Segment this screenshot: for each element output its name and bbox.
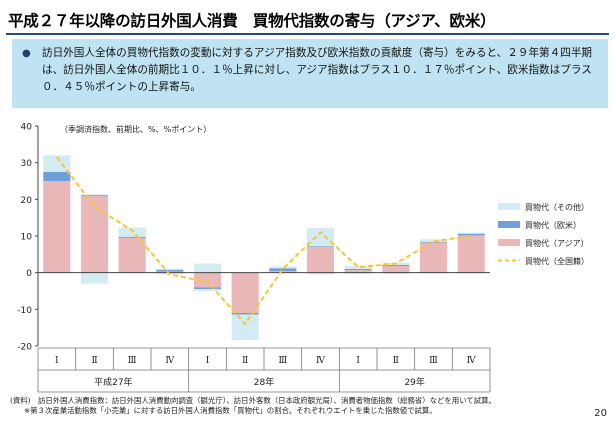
- source-note: (資料) 訪日外国人消費指数：訪日外国人消費動向調査（観光庁）、訪日外客数（日本…: [10, 396, 496, 405]
- bar-segment: [419, 241, 448, 243]
- bar-segment: [156, 268, 184, 270]
- bar-segment: [306, 246, 335, 247]
- bar-segment: [382, 272, 410, 274]
- legend-swatch: [498, 221, 520, 228]
- bar-segment: [269, 271, 297, 273]
- quarter-label: Ⅱ: [393, 356, 399, 366]
- bar-segment: [382, 266, 410, 273]
- title-rule: [6, 33, 609, 35]
- bar-segment: [344, 270, 372, 273]
- legend-label: 買物代（全国籍）: [525, 256, 589, 266]
- bar-segment: [118, 236, 146, 238]
- total-series-line: [56, 156, 472, 326]
- bar-segment: [43, 171, 71, 181]
- y-tick-label: 30: [21, 159, 33, 169]
- quarter-label: Ⅲ: [278, 356, 287, 366]
- bullet-icon: ●: [22, 48, 31, 59]
- method-note: ※第３次産業活動指数「小売業」に対する訪日外国人消費指数「買物代」の割合。それぞ…: [24, 406, 437, 415]
- bar-segment: [156, 271, 184, 273]
- bar-segment: [193, 263, 222, 273]
- bar-segment: [231, 327, 259, 341]
- legend-label: 買物代（その他）: [525, 202, 589, 212]
- shopping-index-contribution-chart: 40 30 20 10 0 -10 -20 （季調済指数、前期比、%、%ポイント） Ⅰ Ⅱ Ⅲ Ⅳ Ⅰ Ⅱ…: [17, 123, 589, 393]
- bar-segment: [419, 239, 448, 242]
- year-label: 平成27年: [94, 376, 132, 388]
- bar-segment: [306, 272, 335, 275]
- bar-segment: [457, 232, 485, 234]
- quarter-label: Ⅱ: [91, 356, 97, 366]
- y-tick-label: 0: [26, 269, 32, 279]
- summary-text: 訪日外国人全体の買物代指数の変動に対するアジア指数及び欧米指数の貢献度（寄与）を…: [42, 47, 593, 93]
- bar-segment: [306, 227, 335, 247]
- page-title: 平成２７年以降の訪日外国人消費 買物代指数の寄与（アジア、欧米）: [8, 12, 496, 30]
- legend-swatch: [498, 239, 520, 246]
- bar-segment: [344, 266, 372, 269]
- quarter-label: Ⅰ: [55, 356, 59, 366]
- bar-segment: [193, 289, 222, 291]
- quarter-label: Ⅳ: [467, 356, 477, 366]
- bar-segment: [43, 181, 71, 273]
- chart-annotation: （季調済指数、前期比、%、%ポイント）: [60, 124, 211, 134]
- quarter-label: Ⅳ: [316, 356, 326, 366]
- bar-segment: [231, 272, 259, 313]
- bar-segment: [457, 233, 485, 236]
- bar-segment: [80, 272, 109, 284]
- quarter-label: Ⅰ: [206, 356, 210, 366]
- bar-segment: [344, 269, 372, 271]
- quarter-label: Ⅲ: [128, 356, 137, 366]
- y-tick-label: -10: [17, 306, 32, 316]
- bar-segment: [80, 194, 109, 195]
- quarter-label: Ⅰ: [356, 356, 360, 366]
- y-tick-label: 40: [21, 123, 33, 133]
- year-label: 29年: [404, 376, 424, 388]
- bar-segment: [118, 237, 146, 273]
- bar-segment: [193, 272, 222, 288]
- quarter-label: Ⅳ: [165, 356, 175, 366]
- bar-segment: [80, 194, 109, 196]
- bar-segment: [269, 268, 297, 272]
- bar-segment: [118, 227, 146, 237]
- bar-segment: [231, 313, 259, 315]
- page-number: 20: [594, 408, 607, 419]
- quarter-label: Ⅱ: [242, 356, 248, 366]
- bar-segment: [156, 269, 184, 272]
- summary-box: ● 訪日外国人全体の買物代指数の変動に対するアジア指数及び欧米指数の貢献度（寄与…: [12, 39, 608, 108]
- y-tick-label: 10: [21, 233, 33, 243]
- bar-segment: [344, 272, 372, 274]
- y-tick-label: -20: [17, 343, 32, 353]
- bar-segment: [382, 264, 410, 267]
- bar-segment: [457, 235, 485, 273]
- legend-label: 買物代（欧米）: [525, 220, 581, 230]
- bar-segment: [193, 287, 222, 290]
- bar-segment: [306, 247, 335, 273]
- y-tick-label: 20: [21, 196, 33, 206]
- bar-segment: [269, 266, 297, 269]
- bar-segment: [80, 195, 109, 273]
- year-label: 28年: [254, 376, 274, 388]
- legend-swatch: [498, 203, 520, 210]
- legend-label: 買物代（アジア）: [525, 238, 589, 248]
- source-notes: (資料) 訪日外国人消費指数：訪日外国人消費動向調査（観光庁）、訪日外客数（日本…: [10, 396, 580, 416]
- quarter-label: Ⅲ: [429, 356, 438, 366]
